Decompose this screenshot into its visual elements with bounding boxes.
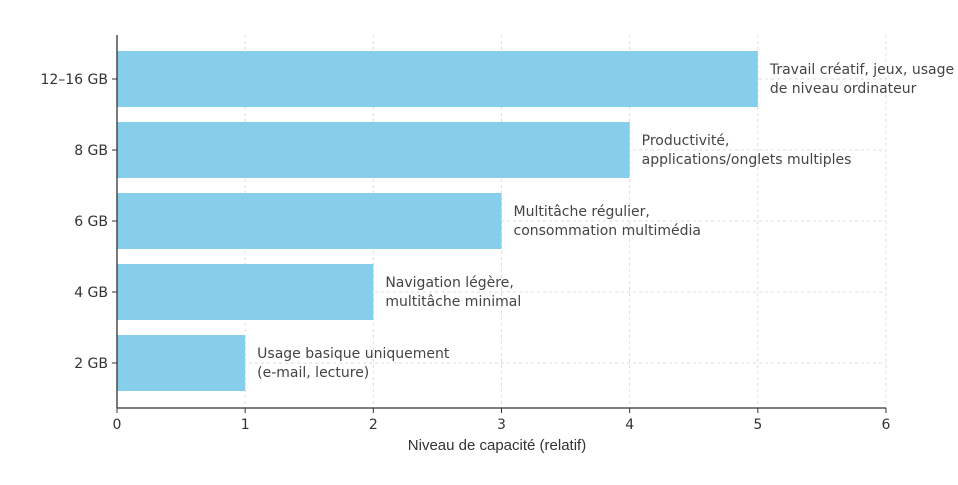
x-tick-label: 5 xyxy=(753,417,762,433)
axes: 0 1 2 3 4 5 6 2 GB 4 GB 6 GB 8 GB 12–16 GB xyxy=(40,35,891,433)
bar-annotation: Travail créatif, jeux, usage xyxy=(769,62,954,78)
bar-annotation: (e-mail, lecture) xyxy=(257,365,369,381)
bar-annotation: Multitâche régulier, xyxy=(514,204,650,220)
bar xyxy=(117,193,502,249)
bar-annotation: applications/onglets multiples xyxy=(642,152,852,168)
bar-annotations: Usage basique uniquement (e-mail, lecture… xyxy=(257,62,954,381)
x-axis-label: Niveau de capacité (relatif) xyxy=(408,437,586,454)
bar-annotation: Productivité, xyxy=(642,133,730,149)
x-tick-label: 3 xyxy=(497,417,506,433)
x-tick-label: 2 xyxy=(369,417,378,433)
x-tick-label: 6 xyxy=(882,417,891,433)
y-tick-label: 12–16 GB xyxy=(40,72,108,88)
bar xyxy=(117,122,630,178)
bar-annotation: consommation multimédia xyxy=(514,223,702,239)
bar xyxy=(117,264,374,320)
y-tick-label: 2 GB xyxy=(74,356,108,372)
bar-annotation: de niveau ordinateur xyxy=(770,81,917,97)
bar xyxy=(117,51,758,107)
x-tick-label: 0 xyxy=(113,417,122,433)
x-tick-label: 4 xyxy=(625,417,634,433)
bar xyxy=(117,335,246,391)
bar-annotation: Navigation légère, xyxy=(385,275,513,291)
y-tick-label: 4 GB xyxy=(74,285,108,301)
y-tick-label: 8 GB xyxy=(74,143,108,159)
bar-annotation: Usage basique uniquement xyxy=(257,346,450,362)
bars xyxy=(117,51,758,391)
bar-annotation: multitâche minimal xyxy=(385,294,521,310)
x-tick-label: 1 xyxy=(241,417,250,433)
y-tick-label: 6 GB xyxy=(74,214,108,230)
